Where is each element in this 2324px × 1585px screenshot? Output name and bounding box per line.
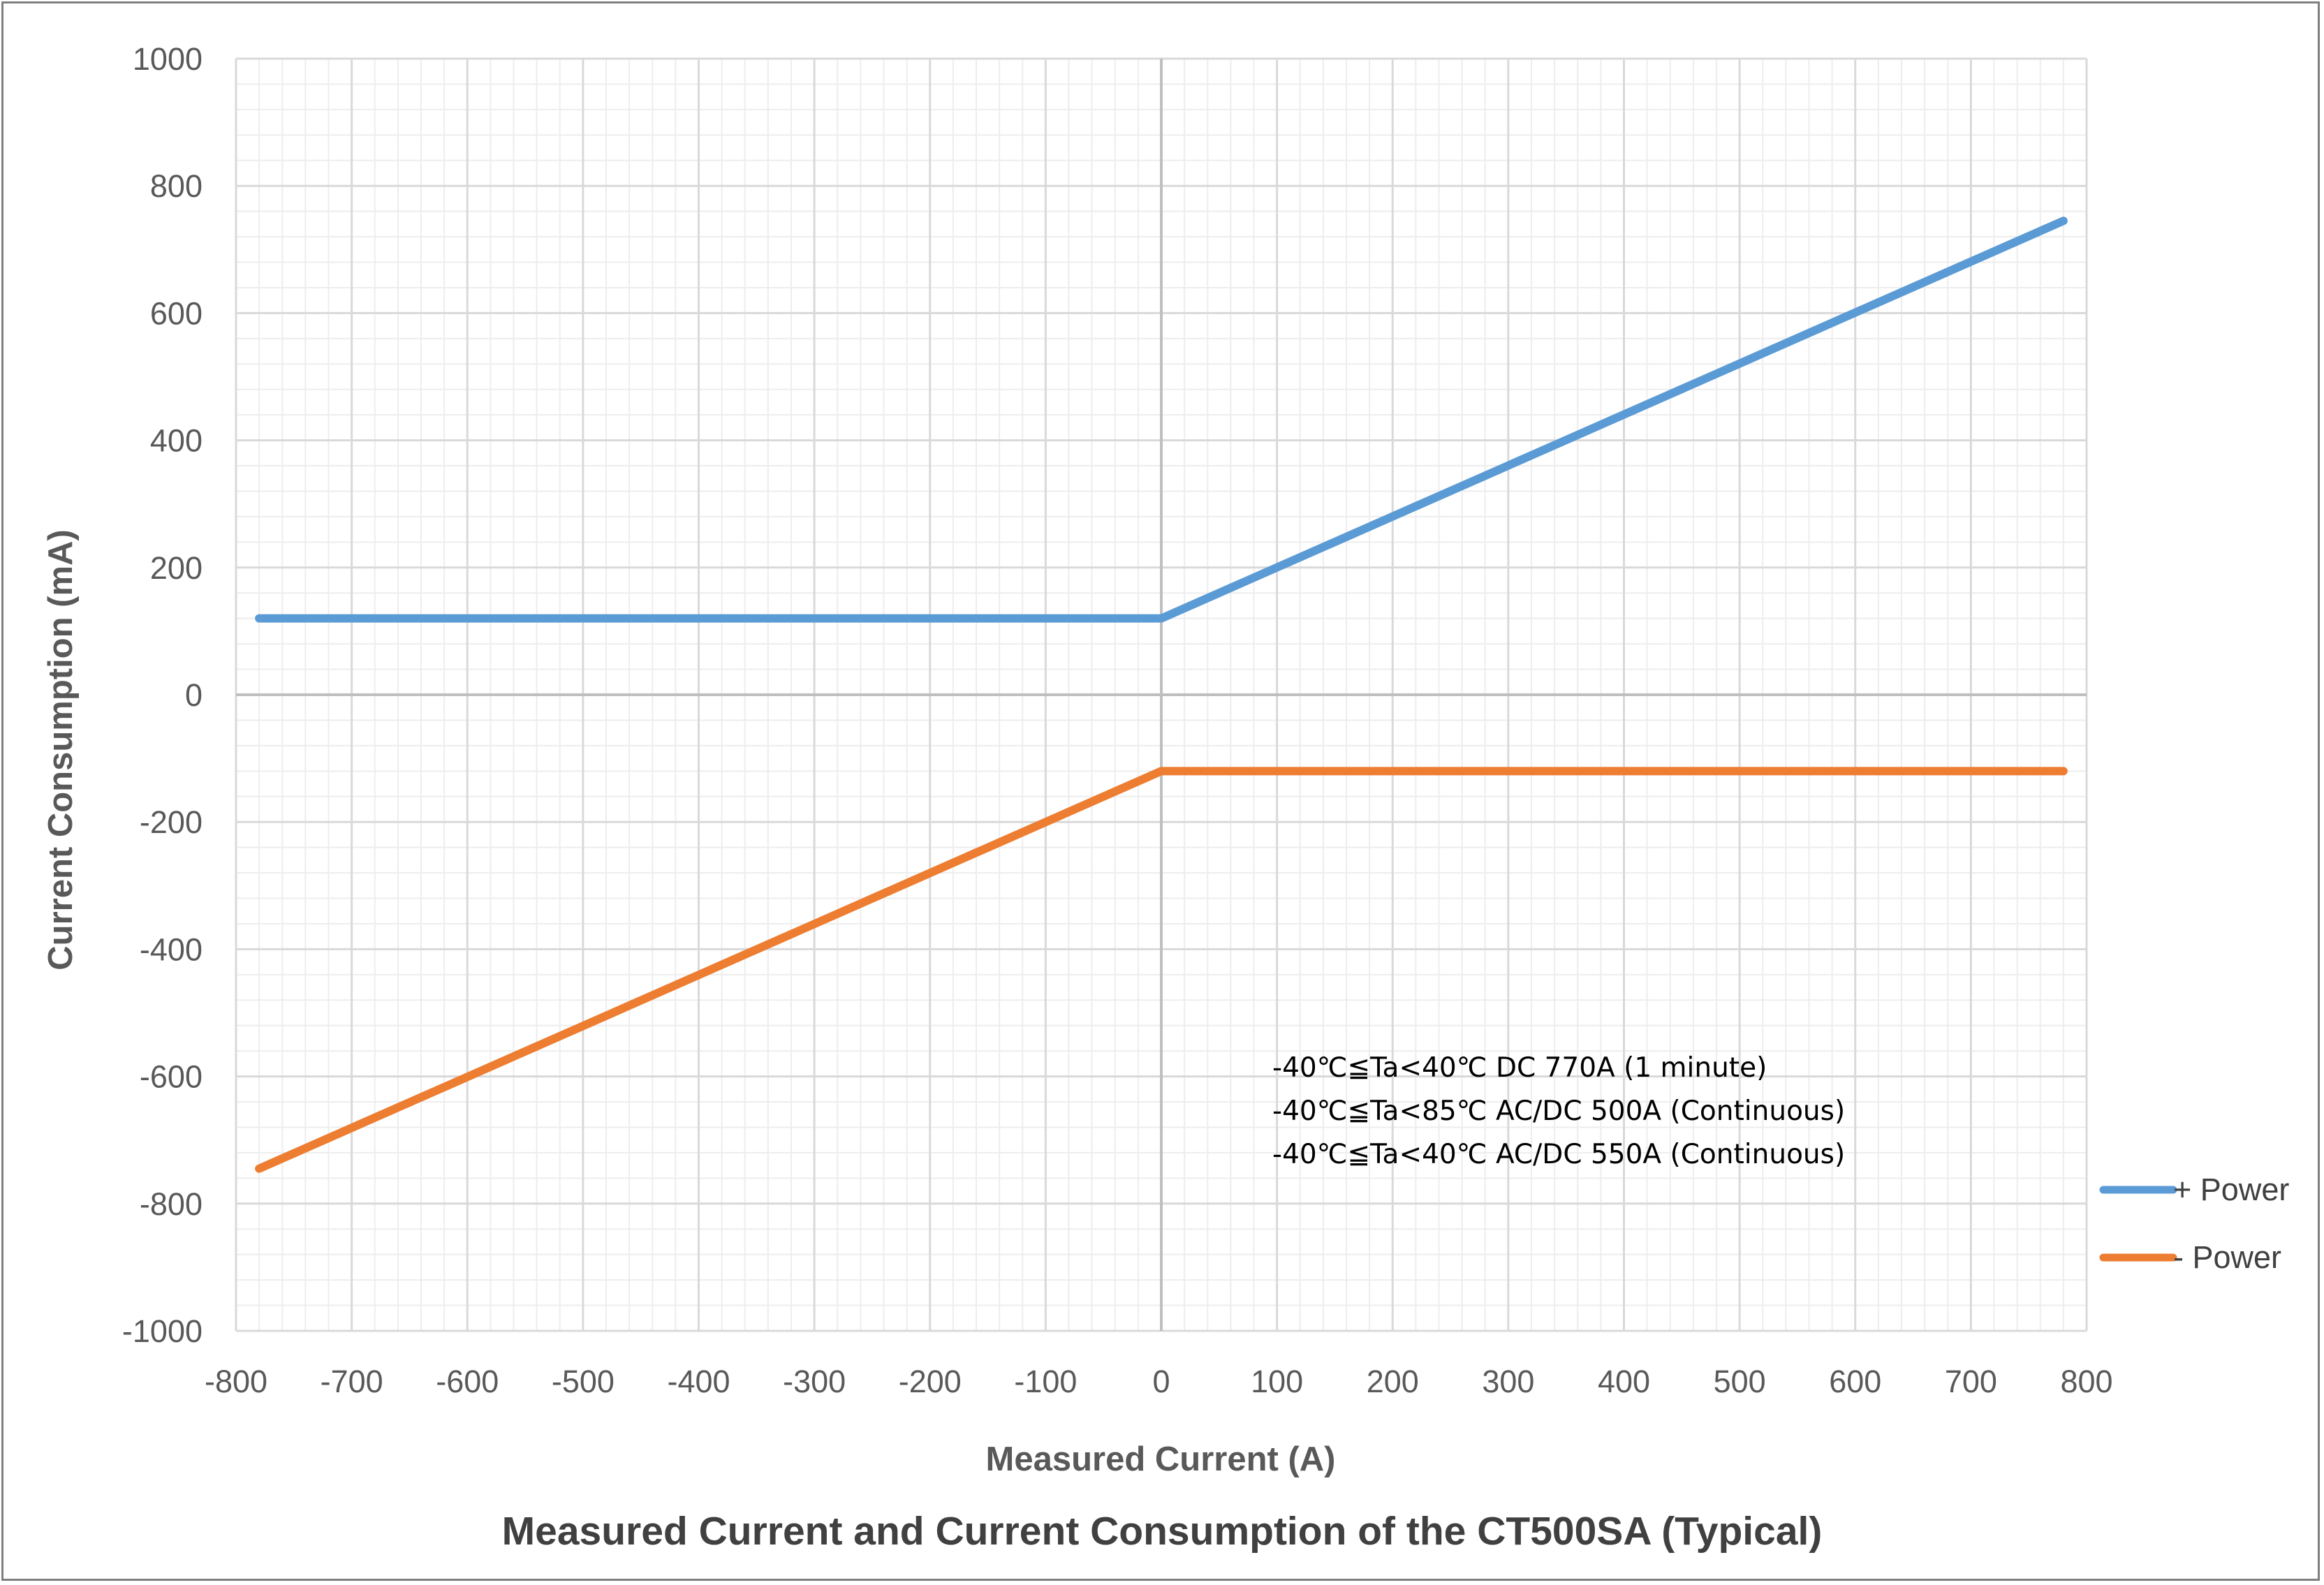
x-axis-title: Measured Current (A) <box>986 1440 1336 1478</box>
data-series <box>255 216 2068 1173</box>
x-tick-labels: -800 -700 -600 -500 -400 -300 -200 -100 0 100 200 3… <box>205 1364 2113 1399</box>
axes <box>236 59 2087 1331</box>
x-tick-label: 100 <box>1251 1364 1303 1399</box>
x-tick-label: -100 <box>1014 1364 1077 1399</box>
x-tick-label: -500 <box>552 1364 615 1399</box>
y-tick-label: 200 <box>150 550 203 586</box>
y-tick-label: -200 <box>140 804 203 840</box>
legend: + Power - Power <box>2099 1172 2289 1275</box>
x-tick-label: -300 <box>783 1364 846 1399</box>
legend-label-minus-power: - Power <box>2173 1239 2281 1275</box>
x-tick-label: -800 <box>205 1364 267 1399</box>
x-tick-label: -400 <box>667 1364 730 1399</box>
x-tick-label: -700 <box>321 1364 383 1399</box>
x-tick-label: 200 <box>1367 1364 1419 1399</box>
x-tick-label: -600 <box>436 1364 499 1399</box>
y-tick-label: 1000 <box>133 41 203 77</box>
legend-label-plus-power: + Power <box>2173 1172 2289 1207</box>
annotation-block: -40℃≦Ta<40℃ DC 770A (1 minute) -40℃≦Ta<8… <box>1272 1052 1845 1170</box>
x-tick-label: 600 <box>1829 1364 1881 1399</box>
y-tick-label: 0 <box>185 677 203 713</box>
series-line-plus-power <box>255 216 2068 623</box>
y-tick-label: -400 <box>140 931 203 967</box>
y-tick-label: 800 <box>150 168 203 204</box>
x-tick-label: 800 <box>2060 1364 2112 1399</box>
x-tick-label: 500 <box>1714 1364 1766 1399</box>
y-axis-title: Current Consumption (mA) <box>42 529 80 971</box>
x-tick-label: -200 <box>899 1364 962 1399</box>
y-tick-label: -1000 <box>122 1313 203 1349</box>
y-tick-labels: -1000 -800 -600 -400 -200 0 200 400 600 800 1000 <box>122 41 203 1349</box>
y-tick-label: -800 <box>140 1186 203 1222</box>
chart-title: Measured Current and Current Consumption… <box>502 1509 1823 1554</box>
x-tick-label: 700 <box>1945 1364 1997 1399</box>
y-tick-label: -600 <box>140 1059 203 1095</box>
major-gridlines <box>235 57 2088 1332</box>
y-tick-label: 600 <box>150 295 203 331</box>
y-tick-label: 400 <box>150 423 203 459</box>
x-tick-label: 0 <box>1152 1364 1170 1399</box>
x-tick-label: 300 <box>1482 1364 1534 1399</box>
series-line-minus-power <box>255 767 2068 1173</box>
annotation-line-3: -40℃≦Ta<40℃ AC/DC 550A (Continuous) <box>1272 1139 1845 1170</box>
x-tick-label: 400 <box>1598 1364 1650 1399</box>
annotation-line-1: -40℃≦Ta<40℃ DC 770A (1 minute) <box>1272 1052 1767 1084</box>
annotation-line-2: -40℃≦Ta<85℃ AC/DC 500A (Continuous) <box>1272 1096 1845 1127</box>
